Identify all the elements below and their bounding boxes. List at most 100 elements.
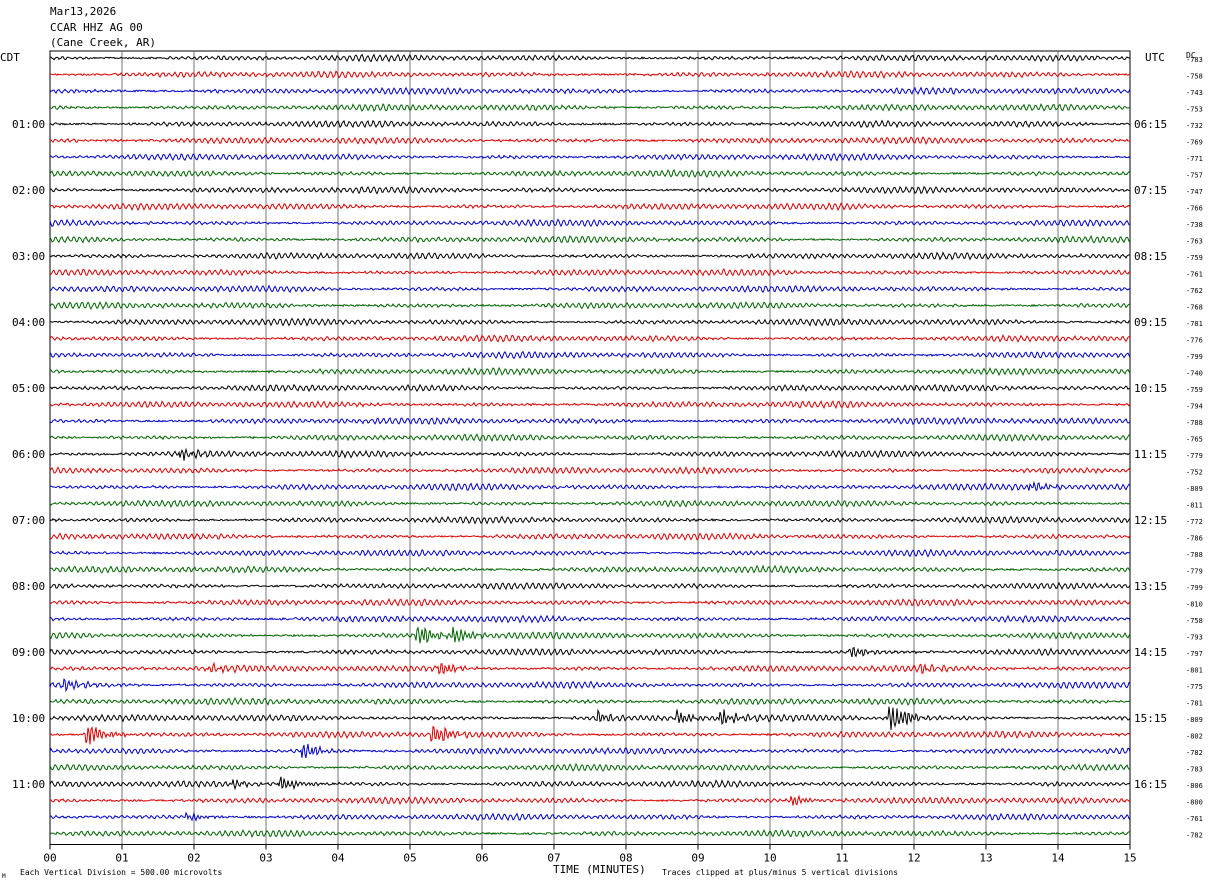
utc-hour-label: 06:15 [1134,118,1167,131]
dc-offset-label: -783 [1186,766,1203,774]
dc-offset-label: -802 [1186,733,1203,741]
trace-line [49,581,1131,591]
dc-offset-label: -738 [1186,221,1203,229]
time-grid [49,50,1131,850]
plot-frame [49,50,1131,845]
dc-offset-label: -762 [1186,287,1203,295]
x-tick-label: 13 [979,852,992,865]
dc-offset-label: -779 [1186,568,1203,576]
dc-offset-label: -759 [1186,254,1203,262]
seismic-traces [49,53,1131,839]
x-tick-label: 05 [403,852,416,865]
corner-mark: M [2,873,6,880]
utc-hour-label: 09:15 [1134,316,1167,329]
trace-line [49,103,1131,112]
dc-offset-label: -783 [1186,56,1203,64]
cdt-hour-labels: 01:00 02:00 03:00 04:00 05:00 06:00 07:00 08:00… [12,118,45,791]
left-axis-title: CDT [0,51,20,64]
dc-offset-label: -800 [1186,799,1203,807]
trace-line [49,202,1131,212]
dc-offset-label: -809 [1186,716,1203,724]
cdt-hour-label: 05:00 [12,382,45,395]
trace-line [49,696,1131,706]
cdt-hour-label: 10:00 [12,712,45,725]
dc-offset-title: DC [1186,51,1196,60]
trace-line [49,762,1131,772]
trace-line [49,499,1130,509]
trace-line [49,86,1131,96]
dc-offset-label: -781 [1186,320,1203,328]
trace-line [50,725,1131,745]
cdt-hour-label: 09:00 [12,646,45,659]
trace-line [49,811,1131,822]
dc-offset-label: -759 [1186,386,1203,394]
cdt-hour-label: 07:00 [12,514,45,527]
utc-hour-label: 08:15 [1134,250,1167,263]
trace-line [49,598,1131,607]
trace-line [49,218,1131,228]
cdt-hour-label: 02:00 [12,184,45,197]
trace-line [49,626,1131,644]
utc-hour-label: 11:15 [1134,448,1167,461]
header-station: CCAR HHZ AG 00 [50,21,143,34]
dc-offset-label: -761 [1186,271,1203,279]
x-tick-label: 03 [259,852,272,865]
trace-line [49,614,1131,624]
dc-offset-label: -797 [1186,650,1203,658]
dc-offset-label: -740 [1186,370,1203,378]
x-axis-label: TIME (MINUTES) [553,863,646,876]
x-tick-label: 12 [907,852,920,865]
header-location: (Cane Creek, AR) [50,36,156,49]
dc-offset-label: -775 [1186,683,1203,691]
dc-offset-label: -758 [1186,73,1203,81]
trace-line [49,776,1131,791]
trace-line [49,251,1131,261]
x-tick-label: 07 [547,852,560,865]
trace-line [49,400,1131,410]
trace-line [49,646,1131,658]
trace-line [49,564,1131,574]
dc-offset-label: -765 [1186,436,1203,444]
trace-line [49,234,1131,244]
trace-line [49,743,1131,759]
trace-line [49,366,1131,377]
dc-offset-label: -781 [1186,700,1203,708]
trace-line [49,383,1131,393]
x-tick-label: 08 [619,852,632,865]
dc-offset-label: -747 [1186,188,1203,196]
utc-hour-label: 13:15 [1134,580,1167,593]
trace-line [49,334,1131,343]
dc-offset-label: -799 [1186,353,1203,361]
trace-line [49,706,1131,731]
dc-offset-label: -801 [1186,667,1203,675]
dc-offset-label: -794 [1186,403,1203,411]
trace-line [49,268,1131,277]
x-tick-label: 00 [43,852,56,865]
trace-line [49,317,1131,327]
dc-offset-label: -788 [1186,551,1203,559]
trace-line [49,532,1131,541]
cdt-hour-label: 06:00 [12,448,45,461]
x-tick-label: 09 [691,852,704,865]
trace-line [49,548,1131,558]
cdt-hour-label: 08:00 [12,580,45,593]
dc-offset-label: -811 [1186,502,1203,510]
scale-note: Each Vertical Division = 500.00 microvol… [20,868,222,877]
dc-offset-label: -752 [1186,469,1203,477]
utc-hour-label: 14:15 [1134,646,1167,659]
x-tick-label: 01 [115,852,128,865]
cdt-hour-label: 01:00 [12,118,45,131]
dc-offset-label: -810 [1186,601,1203,609]
trace-line [49,70,1131,80]
trace-line [49,186,1131,195]
dc-offset-label: -766 [1186,205,1203,213]
dc-offset-label: -743 [1186,89,1203,97]
dc-offset-label: -799 [1186,584,1203,592]
dc-offset-label: -776 [1186,337,1203,345]
dc-offset-label: -768 [1186,304,1203,312]
cdt-hour-label: 03:00 [12,250,45,263]
trace-line [49,661,1131,675]
x-tick-labels: 00 01 02 03 04 05 06 07 08 09 10 11 12 13 14 15 [43,852,1136,865]
trace-line [49,480,1131,492]
trace-line [49,515,1131,525]
